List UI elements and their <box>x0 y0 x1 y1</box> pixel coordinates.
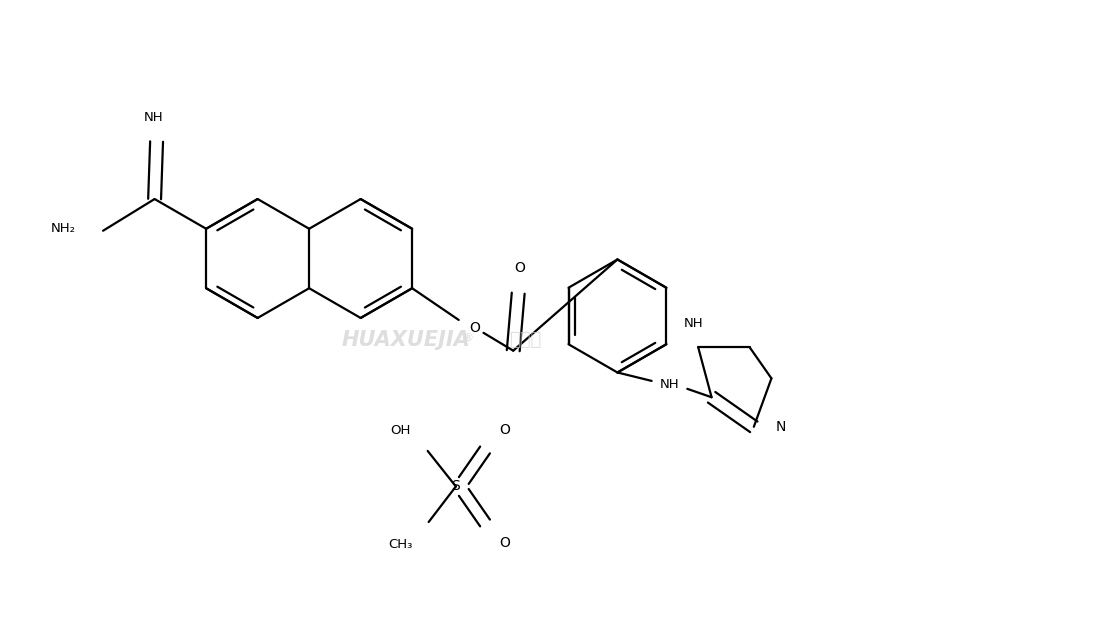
Text: HUAXUEJIA: HUAXUEJIA <box>342 330 470 350</box>
Text: S: S <box>452 479 461 494</box>
Text: O: O <box>499 536 510 550</box>
Text: O: O <box>469 321 480 335</box>
Text: CH₃: CH₃ <box>389 538 413 551</box>
Text: N: N <box>776 420 786 434</box>
Text: NH: NH <box>144 111 164 124</box>
Text: NH: NH <box>660 378 680 391</box>
Text: ®: ® <box>463 333 474 343</box>
Text: NH₂: NH₂ <box>50 222 75 236</box>
Text: O: O <box>499 423 510 437</box>
Text: NH: NH <box>683 317 703 330</box>
Text: OH: OH <box>391 424 411 437</box>
Text: O: O <box>515 261 526 275</box>
Text: 化学加: 化学加 <box>509 331 541 349</box>
